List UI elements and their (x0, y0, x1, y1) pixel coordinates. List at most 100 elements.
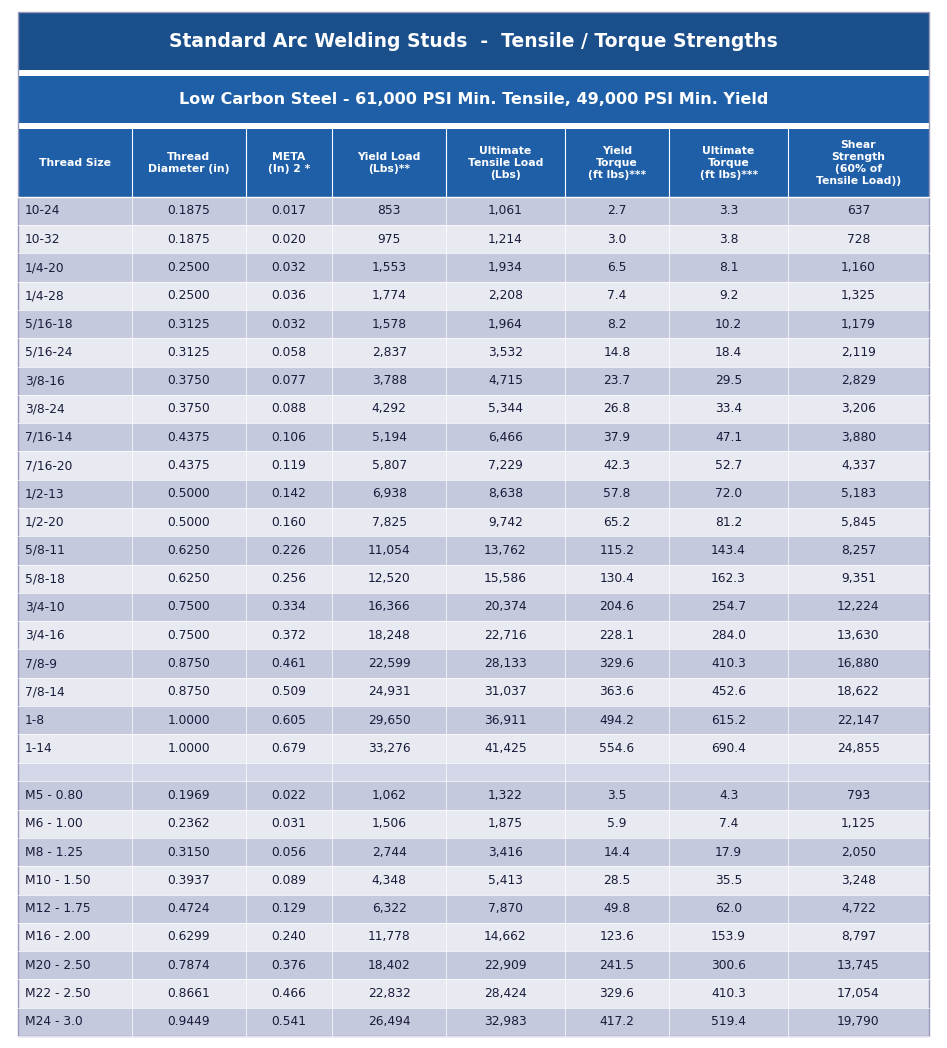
Text: 62.0: 62.0 (715, 902, 742, 915)
Text: 228.1: 228.1 (599, 629, 634, 641)
Text: 115.2: 115.2 (599, 544, 634, 556)
Bar (18, 763, 929, 782)
Text: 494.2: 494.2 (599, 714, 634, 726)
Text: Low Carbon Steel - 61,000 PSI Min. Tensile, 49,000 PSI Min. Yield: Low Carbon Steel - 61,000 PSI Min. Tensi… (179, 92, 768, 107)
Text: 1,875: 1,875 (488, 817, 523, 830)
Bar (18, 282, 929, 310)
Text: 0.9449: 0.9449 (168, 1016, 210, 1028)
Text: 16,366: 16,366 (368, 601, 411, 613)
Text: 0.461: 0.461 (272, 657, 307, 670)
Text: 29.5: 29.5 (715, 374, 742, 387)
Text: 18,622: 18,622 (837, 685, 880, 698)
Text: 5,194: 5,194 (372, 431, 406, 443)
Text: 1-8: 1-8 (25, 714, 45, 726)
Text: 3/8-16: 3/8-16 (25, 374, 64, 387)
Text: 42.3: 42.3 (603, 459, 631, 472)
Text: 0.240: 0.240 (272, 931, 307, 943)
Text: 143.4: 143.4 (711, 544, 746, 556)
Text: 0.2500: 0.2500 (168, 261, 210, 274)
Text: 32,983: 32,983 (484, 1016, 527, 1028)
Text: 3,880: 3,880 (841, 431, 876, 443)
Text: M8 - 1.25: M8 - 1.25 (25, 846, 83, 858)
Text: 49.8: 49.8 (603, 902, 631, 915)
Text: 3.3: 3.3 (719, 204, 739, 217)
Text: 0.3125: 0.3125 (168, 346, 210, 358)
Text: Yield
Torque
(ft lbs)***: Yield Torque (ft lbs)*** (588, 146, 646, 180)
Text: 728: 728 (847, 233, 870, 245)
Text: 7/8-14: 7/8-14 (25, 685, 64, 698)
Text: M12 - 1.75: M12 - 1.75 (25, 902, 91, 915)
Text: 0.1875: 0.1875 (168, 204, 210, 217)
Text: 47.1: 47.1 (715, 431, 742, 443)
Bar (18, 339, 929, 367)
Text: 0.1969: 0.1969 (168, 789, 210, 802)
Text: 0.466: 0.466 (272, 987, 307, 1000)
Text: 1,964: 1,964 (488, 318, 523, 330)
Text: 26,494: 26,494 (368, 1016, 411, 1028)
Text: 7,870: 7,870 (488, 902, 523, 915)
Text: 1/4-28: 1/4-28 (25, 289, 64, 302)
Text: 1-14: 1-14 (25, 742, 53, 755)
Text: 8,797: 8,797 (841, 931, 876, 943)
Text: 0.129: 0.129 (272, 902, 307, 915)
Text: 0.541: 0.541 (272, 1016, 307, 1028)
Text: 0.334: 0.334 (272, 601, 307, 613)
Text: 22,832: 22,832 (367, 987, 411, 1000)
Text: 4,337: 4,337 (841, 459, 876, 472)
Text: 37.9: 37.9 (603, 431, 631, 443)
Text: 8,257: 8,257 (841, 544, 876, 556)
Text: 14,662: 14,662 (484, 931, 527, 943)
Text: 0.6299: 0.6299 (168, 931, 210, 943)
Text: Thread Size: Thread Size (39, 158, 111, 168)
Bar (18, 70, 929, 77)
Text: 0.7500: 0.7500 (168, 601, 210, 613)
Text: 0.509: 0.509 (272, 685, 307, 698)
Text: 7.4: 7.4 (719, 817, 739, 830)
Text: 0.022: 0.022 (272, 789, 307, 802)
Text: 452.6: 452.6 (711, 685, 746, 698)
Text: 1,214: 1,214 (488, 233, 523, 245)
Text: 204.6: 204.6 (599, 601, 634, 613)
Text: 18,402: 18,402 (367, 959, 411, 971)
Bar (18, 923, 929, 952)
Text: 33,276: 33,276 (368, 742, 411, 755)
Text: 18,248: 18,248 (367, 629, 411, 641)
Text: 15,586: 15,586 (484, 572, 527, 585)
Text: 3.0: 3.0 (607, 233, 627, 245)
Text: 0.605: 0.605 (272, 714, 307, 726)
Text: 0.2362: 0.2362 (168, 817, 210, 830)
Text: 1,322: 1,322 (488, 789, 523, 802)
Text: 7/16-20: 7/16-20 (25, 459, 72, 472)
Bar (18, 952, 929, 980)
Text: 10.2: 10.2 (715, 318, 742, 330)
Text: 410.3: 410.3 (711, 987, 746, 1000)
Text: 2,744: 2,744 (372, 846, 406, 858)
Text: 23.7: 23.7 (603, 374, 631, 387)
Text: 519.4: 519.4 (711, 1016, 746, 1028)
Text: 5/8-18: 5/8-18 (25, 572, 65, 585)
Text: 10-24: 10-24 (25, 204, 61, 217)
Text: 17,054: 17,054 (837, 987, 880, 1000)
Text: 853: 853 (378, 204, 401, 217)
Bar (18, 650, 929, 678)
Text: 7/16-14: 7/16-14 (25, 431, 72, 443)
Text: 24,931: 24,931 (368, 685, 411, 698)
Text: 0.077: 0.077 (272, 374, 307, 387)
Bar (18, 838, 929, 867)
Text: 1,061: 1,061 (488, 204, 523, 217)
Text: 0.020: 0.020 (272, 233, 307, 245)
Bar (18, 124, 929, 129)
Text: 57.8: 57.8 (603, 487, 631, 500)
Text: 5/16-18: 5/16-18 (25, 318, 73, 330)
Text: 329.6: 329.6 (599, 657, 634, 670)
Bar (18, 452, 929, 480)
Bar (18, 508, 929, 537)
Text: 36,911: 36,911 (484, 714, 527, 726)
Text: 41,425: 41,425 (484, 742, 527, 755)
Bar (18, 310, 929, 339)
Text: 300.6: 300.6 (711, 959, 746, 971)
Text: 6,466: 6,466 (488, 431, 523, 443)
Text: 0.032: 0.032 (272, 318, 307, 330)
Text: 12,224: 12,224 (837, 601, 880, 613)
Text: 28.5: 28.5 (603, 874, 631, 887)
